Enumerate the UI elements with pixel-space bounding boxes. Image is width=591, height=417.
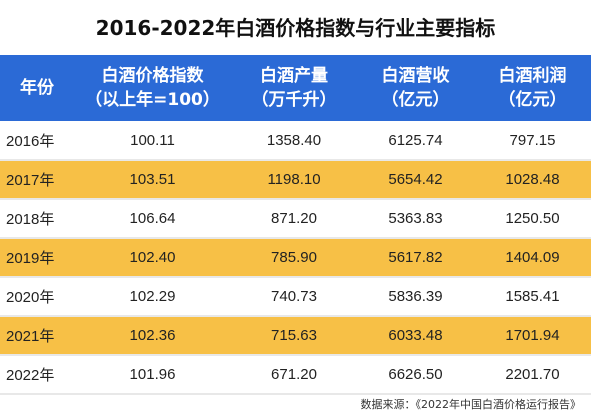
header-year: 年份	[0, 55, 74, 121]
cell-price-index: 102.36	[74, 316, 231, 356]
cell-revenue: 5617.82	[357, 238, 474, 278]
header-output-unit: （万千升）	[251, 90, 337, 110]
cell-profit: 1585.41	[474, 277, 591, 317]
header-year-label: 年份	[20, 78, 54, 98]
cell-output: 1358.40	[231, 121, 357, 161]
header-profit-unit: （亿元）	[498, 90, 567, 110]
cell-profit: 1701.94	[474, 316, 591, 356]
cell-profit: 2201.70	[474, 355, 591, 395]
header-revenue-label: 白酒营收	[381, 66, 450, 86]
cell-year: 2017年	[0, 160, 74, 200]
cell-output: 715.63	[231, 316, 357, 356]
cell-revenue: 6033.48	[357, 316, 474, 356]
source-note: 数据来源：《2022年中国白酒价格运行报告》	[360, 398, 582, 411]
data-table: 年份 白酒价格指数 （以上年=100） 白酒产量 （万千升） 白酒营收 （亿元）…	[0, 55, 591, 395]
cell-revenue: 5654.42	[357, 160, 474, 200]
cell-price-index: 102.29	[74, 277, 231, 317]
cell-price-index: 102.40	[74, 238, 231, 278]
cell-year: 2016年	[0, 121, 74, 161]
table-header: 年份 白酒价格指数 （以上年=100） 白酒产量 （万千升） 白酒营收 （亿元）…	[0, 55, 591, 121]
cell-revenue: 6626.50	[357, 355, 474, 395]
cell-price-index: 100.11	[74, 121, 231, 161]
table-row: 2020年 102.29 740.73 5836.39 1585.41	[0, 277, 591, 317]
cell-revenue: 5836.39	[357, 277, 474, 317]
cell-year: 2020年	[0, 277, 74, 317]
cell-price-index: 103.51	[74, 160, 231, 200]
table-row: 2022年 101.96 671.20 6626.50 2201.70	[0, 355, 591, 395]
table-row: 2019年 102.40 785.90 5617.82 1404.09	[0, 238, 591, 278]
header-price-index-label: 白酒价格指数	[101, 66, 204, 86]
cell-output: 785.90	[231, 238, 357, 278]
table-body: 2016年 100.11 1358.40 6125.74 797.15 2017…	[0, 121, 591, 395]
page-title: 2016-2022年白酒价格指数与行业主要指标	[95, 16, 496, 40]
table-row: 2018年 106.64 871.20 5363.83 1250.50	[0, 199, 591, 239]
header-revenue: 白酒营收 （亿元）	[357, 55, 474, 121]
cell-profit: 797.15	[474, 121, 591, 161]
cell-profit: 1404.09	[474, 238, 591, 278]
cell-profit: 1028.48	[474, 160, 591, 200]
header-price-index: 白酒价格指数 （以上年=100）	[74, 55, 231, 121]
header-profit: 白酒利润 （亿元）	[474, 55, 591, 121]
cell-output: 671.20	[231, 355, 357, 395]
cell-profit: 1250.50	[474, 199, 591, 239]
cell-output: 1198.10	[231, 160, 357, 200]
header-revenue-unit: （亿元）	[381, 90, 450, 110]
header-profit-label: 白酒利润	[498, 66, 567, 86]
cell-output: 740.73	[231, 277, 357, 317]
cell-year: 2018年	[0, 199, 74, 239]
header-output: 白酒产量 （万千升）	[231, 55, 357, 121]
cell-revenue: 6125.74	[357, 121, 474, 161]
header-row: 年份 白酒价格指数 （以上年=100） 白酒产量 （万千升） 白酒营收 （亿元）…	[0, 55, 591, 121]
table-row: 2016年 100.11 1358.40 6125.74 797.15	[0, 121, 591, 161]
header-price-index-unit: （以上年=100）	[85, 90, 220, 110]
cell-price-index: 106.64	[74, 199, 231, 239]
cell-output: 871.20	[231, 199, 357, 239]
cell-year: 2019年	[0, 238, 74, 278]
cell-price-index: 101.96	[74, 355, 231, 395]
cell-revenue: 5363.83	[357, 199, 474, 239]
table-row: 2017年 103.51 1198.10 5654.42 1028.48	[0, 160, 591, 200]
table-row: 2021年 102.36 715.63 6033.48 1701.94	[0, 316, 591, 356]
header-output-label: 白酒产量	[260, 66, 328, 86]
cell-year: 2021年	[0, 316, 74, 356]
cell-year: 2022年	[0, 355, 74, 395]
